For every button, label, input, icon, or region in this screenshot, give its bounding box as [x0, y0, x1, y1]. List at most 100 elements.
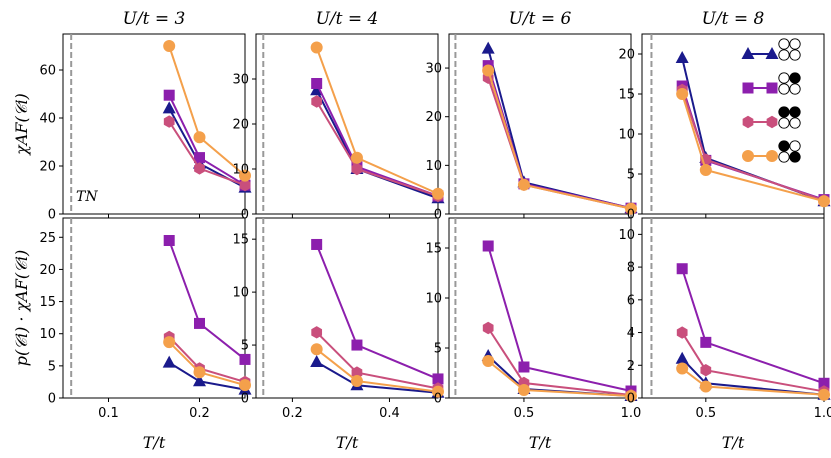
data-area	[162, 40, 252, 193]
series-2-point	[432, 373, 444, 385]
series-4-point	[818, 388, 830, 401]
legend-marker	[742, 82, 754, 94]
series-2-point	[818, 377, 830, 389]
x-tick-label: 0.1	[98, 406, 119, 421]
y-tick-label: 8	[627, 261, 635, 276]
y-tick-label: 20	[39, 160, 56, 175]
panel-4: 0 5 10 15 20 U/t = 8	[618, 9, 831, 223]
axes-frame	[62, 217, 246, 399]
series-1-point	[481, 41, 495, 54]
panel-2: 0 10 20 30 U/t = 4	[232, 9, 445, 223]
series-4-point	[163, 40, 176, 52]
series-4-point	[163, 336, 176, 349]
x-tick-label: 0.2	[282, 406, 303, 421]
y-tick-label: 10	[618, 128, 635, 143]
legend-marker	[766, 150, 778, 162]
axes-frame	[448, 217, 632, 399]
series-4-point	[699, 380, 712, 393]
series-4-point	[350, 151, 363, 164]
panel-8: 0 2 4 6 8 10 0.5 1.0 T/t	[618, 217, 831, 452]
plaquette-site	[789, 140, 801, 152]
series-4-point	[239, 169, 251, 182]
data-area	[310, 41, 445, 204]
x-axis-label: T/t	[529, 433, 552, 452]
legend-marker	[742, 150, 754, 162]
series-4-point	[239, 379, 251, 392]
y-tick-label: 0	[241, 392, 249, 407]
data-area	[481, 41, 638, 215]
series-line-4	[168, 45, 246, 177]
series-4-point	[310, 41, 323, 54]
y-tick-label: 0	[241, 208, 249, 223]
series-line-3	[315, 331, 439, 390]
plaquette-site	[778, 83, 790, 95]
x-tick-label: 1.0	[814, 406, 831, 421]
data-area	[481, 240, 638, 402]
series-line-3	[487, 327, 632, 396]
plaquette-site	[778, 117, 790, 129]
legend	[741, 38, 801, 163]
y-tick-label: 0	[627, 392, 635, 407]
series-line-1	[315, 89, 439, 200]
series-line-2	[487, 245, 632, 392]
plaquette-site	[789, 83, 801, 95]
y-tick-label: 5	[627, 168, 635, 183]
series-2-point	[163, 235, 175, 246]
y-tick-label: 5	[48, 359, 56, 374]
y-tick-label: 20	[39, 263, 56, 278]
panel-title: U/t = 8	[702, 9, 765, 29]
series-line-2	[315, 83, 439, 197]
plaquette-site	[778, 151, 790, 163]
series-3-point	[700, 363, 712, 377]
legend-marker	[741, 47, 755, 59]
legend-item-2	[742, 72, 801, 95]
series-4-point	[350, 375, 363, 388]
data-area	[675, 263, 831, 401]
series-4-point	[193, 131, 206, 144]
y-tick-label: 5	[241, 339, 249, 354]
series-2-point	[351, 339, 363, 351]
axes-frame	[641, 217, 825, 399]
y-tick-label: 10	[232, 286, 249, 301]
plaquette-config-icon	[778, 140, 801, 163]
panel-3: 0 10 20 30 U/t = 6	[425, 9, 638, 223]
x-axis-label: T/t	[722, 433, 745, 452]
y-tick-label: 0	[48, 208, 56, 223]
y-tick-label: 20	[618, 48, 635, 63]
series-2-point	[194, 152, 205, 164]
plaquette-site	[778, 140, 790, 152]
y-tick-label: 4	[627, 326, 635, 341]
x-tick-label: 1.0	[621, 406, 642, 421]
series-4-point	[193, 366, 206, 379]
series-4-point	[432, 385, 444, 398]
series-line-1	[681, 57, 825, 203]
plaquette-site	[778, 38, 790, 50]
plaquette-site	[778, 106, 790, 118]
plaquette-site	[778, 49, 790, 61]
data-area	[675, 51, 831, 208]
series-4-point	[818, 195, 830, 208]
x-tick-label: 0.2	[189, 406, 210, 421]
panel-title: U/t = 6	[509, 9, 572, 29]
series-4-point	[482, 355, 495, 367]
series-4-point	[432, 187, 444, 200]
series-1-point	[162, 101, 176, 114]
plaquette-site	[778, 72, 790, 84]
series-2-point	[163, 89, 175, 101]
series-1-point	[310, 355, 324, 367]
data-area	[162, 235, 252, 395]
y-tick-label: 40	[39, 112, 56, 127]
panel-1: 0 20 40 60 U/t = 3	[39, 9, 252, 223]
y-tick-label: 0	[434, 392, 442, 407]
series-2-point	[311, 238, 323, 250]
y-tick-label: 60	[39, 64, 56, 79]
series-4-point	[625, 202, 637, 215]
axes-frame	[448, 33, 632, 215]
plaquette-site	[789, 72, 801, 84]
series-3-point	[351, 162, 363, 176]
y-tick-label: 10	[39, 327, 56, 342]
series-2-point	[518, 361, 530, 373]
axes-frame	[62, 33, 246, 215]
y-tick-label: 15	[232, 233, 249, 248]
